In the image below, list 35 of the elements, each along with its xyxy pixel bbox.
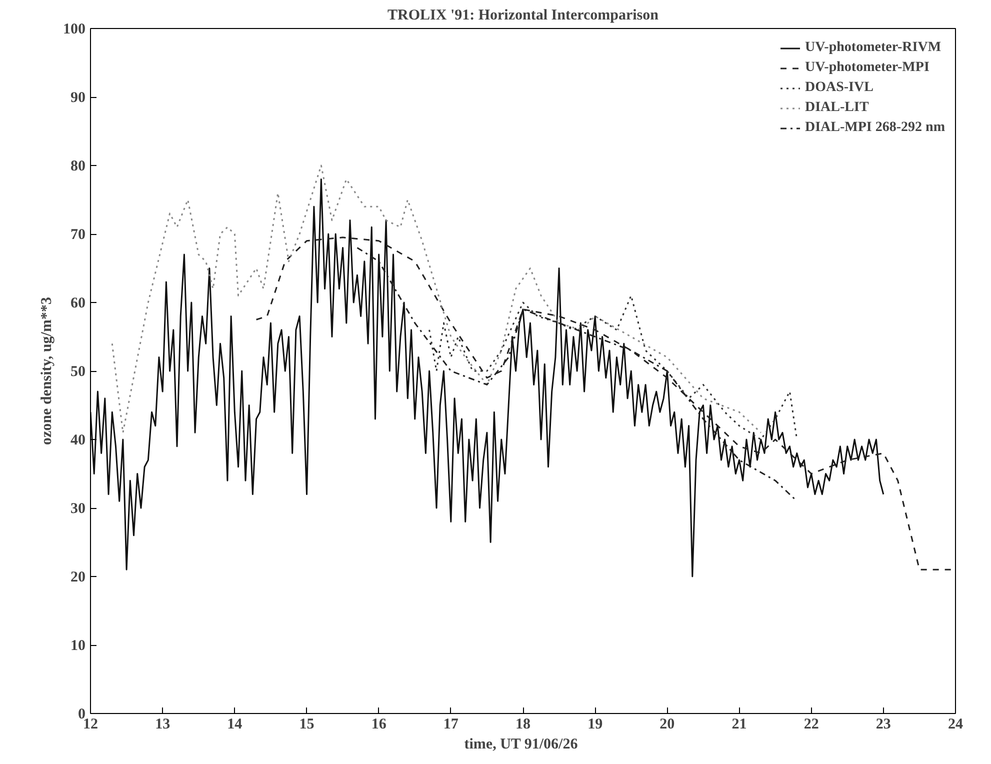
y-tick-label: 0	[78, 706, 86, 722]
legend-label: DIAL-LIT	[805, 100, 869, 116]
x-axis-title: time, UT 91/06/26	[464, 736, 578, 752]
x-tick-label: 20	[660, 716, 675, 732]
y-tick-label: 70	[70, 227, 86, 243]
y-tick-label: 20	[70, 570, 86, 586]
x-tick-label: 18	[516, 716, 530, 732]
y-tick-label: 60	[70, 296, 86, 312]
x-tick-label: 24	[948, 716, 964, 732]
x-tick-label: 12	[83, 716, 98, 732]
chart-title: TROLIX '91: Horizontal Intercomparison	[388, 8, 660, 24]
x-tick-label: 17	[443, 716, 459, 732]
y-tick-label: 100	[63, 22, 86, 38]
x-tick-label: 15	[299, 716, 314, 732]
y-tick-label: 10	[70, 638, 86, 654]
legend-label: DIAL-MPI 268-292 nm	[805, 120, 945, 136]
y-tick-label: 40	[70, 432, 86, 448]
legend-label: DOAS-IVL	[805, 80, 874, 96]
y-tick-label: 50	[70, 364, 86, 380]
y-tick-label: 80	[70, 158, 86, 174]
line-series	[111, 164, 762, 434]
x-tick-label: 13	[155, 716, 170, 732]
x-tick-label: 14	[227, 716, 243, 732]
x-tick-label: 16	[371, 716, 387, 732]
line-series	[428, 294, 798, 440]
y-axis-title: ozone density, ug/m**3	[39, 297, 55, 445]
x-tick-label: 19	[588, 716, 603, 732]
x-tick-label: 22	[804, 716, 819, 732]
x-tick-label: 21	[732, 716, 747, 732]
legend-label: UV-photometer-RIVM	[805, 40, 942, 56]
y-tick-label: 90	[70, 90, 86, 106]
y-tick-label: 30	[70, 501, 86, 517]
legend-label: UV-photometer-MPI	[805, 60, 930, 76]
x-tick-label: 23	[876, 716, 891, 732]
line-series	[90, 178, 884, 578]
